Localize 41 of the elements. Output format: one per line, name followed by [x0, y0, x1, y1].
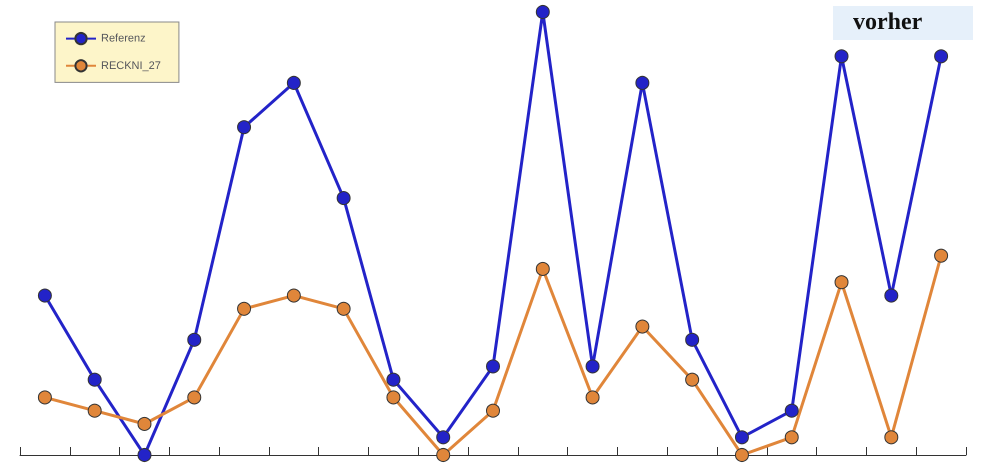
point — [336, 191, 351, 206]
point — [884, 430, 898, 444]
point — [187, 390, 202, 404]
point — [286, 288, 301, 303]
point — [486, 359, 500, 374]
point — [137, 416, 152, 431]
point — [685, 332, 700, 347]
point — [38, 390, 52, 404]
point — [237, 302, 252, 316]
point — [934, 49, 948, 64]
point — [784, 404, 799, 418]
point — [88, 372, 102, 387]
point — [38, 288, 52, 303]
point — [187, 332, 202, 347]
legend-label: Referenz — [101, 32, 146, 45]
point — [685, 372, 700, 387]
point — [536, 262, 550, 276]
point — [237, 120, 252, 134]
point — [137, 448, 152, 462]
point — [884, 288, 898, 303]
point — [286, 76, 301, 90]
point — [586, 359, 600, 374]
point — [834, 49, 849, 64]
point — [436, 430, 450, 444]
point — [436, 448, 450, 462]
point — [486, 404, 500, 418]
point — [386, 390, 400, 404]
point — [635, 320, 650, 334]
point — [734, 448, 749, 462]
point — [336, 302, 351, 316]
point — [635, 76, 650, 90]
point — [834, 275, 849, 290]
annotation: vorher — [853, 9, 923, 35]
point — [88, 404, 102, 418]
point — [586, 390, 600, 404]
point — [536, 5, 550, 19]
point — [784, 430, 799, 444]
legend-label: RECKNI_27 — [101, 60, 161, 72]
point — [386, 372, 400, 387]
point — [734, 430, 749, 444]
point — [934, 248, 948, 263]
